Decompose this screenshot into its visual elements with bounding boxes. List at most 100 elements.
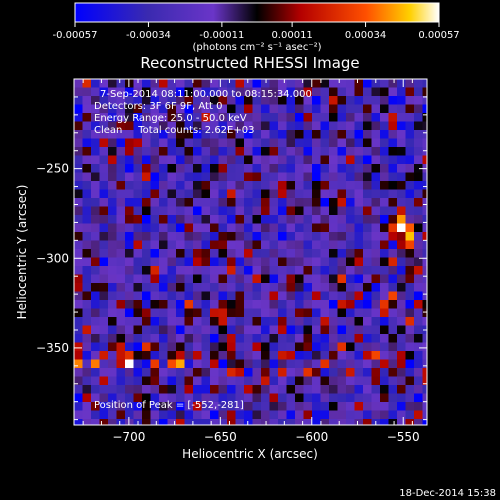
heatmap-cell	[380, 79, 390, 89]
heatmap-cell	[278, 189, 288, 199]
heatmap-cell	[295, 155, 305, 165]
heatmap-cell	[167, 402, 177, 412]
heatmap-cell	[312, 393, 322, 403]
heatmap-cell	[125, 300, 135, 310]
heatmap-cell	[303, 351, 313, 361]
heatmap-cell	[380, 308, 390, 318]
heatmap-cell	[91, 96, 101, 106]
heatmap-cell	[354, 317, 364, 327]
heatmap-cell	[150, 147, 160, 157]
heatmap-cell	[278, 181, 288, 191]
heatmap-cell	[74, 232, 84, 242]
heatmap-cell	[414, 419, 424, 425]
heatmap-cell	[337, 317, 347, 327]
heatmap-cell	[159, 393, 169, 403]
heatmap-cell	[218, 274, 228, 284]
heatmap-cell	[150, 257, 160, 267]
heatmap-cell	[312, 104, 322, 114]
heatmap-cell	[363, 419, 373, 425]
heatmap-cell	[337, 223, 347, 233]
heatmap-cell	[142, 215, 152, 225]
heatmap-cell	[159, 189, 169, 199]
heatmap-cell	[320, 393, 330, 403]
heatmap-cell	[167, 232, 177, 242]
heatmap-cell	[167, 291, 177, 301]
heatmap-cell	[320, 342, 330, 352]
heatmap-cell	[303, 164, 313, 174]
heatmap-cell	[278, 96, 288, 106]
heatmap-cell	[354, 147, 364, 157]
heatmap-cell	[99, 104, 109, 114]
heatmap-cell	[295, 317, 305, 327]
heatmap-cell	[363, 223, 373, 233]
heatmap-cell	[116, 206, 126, 216]
heatmap-cell	[244, 385, 254, 395]
heatmap-cell	[74, 385, 84, 395]
heatmap-cell	[295, 308, 305, 318]
heatmap-cell	[218, 266, 228, 276]
heatmap-cell	[82, 283, 92, 293]
heatmap-cell	[405, 121, 415, 131]
heatmap-cell	[176, 385, 186, 395]
heatmap-cell	[108, 172, 118, 182]
heatmap-cell	[286, 308, 296, 318]
heatmap-cell	[108, 300, 118, 310]
heatmap-cell	[82, 172, 92, 182]
heatmap-cell	[303, 147, 313, 157]
heatmap-cell	[150, 240, 160, 250]
heatmap-cell	[303, 283, 313, 293]
heatmap-cell	[99, 249, 109, 259]
heatmap-cell	[286, 402, 296, 412]
heatmap-cell	[142, 155, 152, 165]
heatmap-cell	[312, 240, 322, 250]
heatmap-cell	[91, 164, 101, 174]
heatmap-cell	[244, 325, 254, 335]
heatmap-cell	[218, 130, 228, 140]
x-tick-label: −650	[204, 430, 237, 444]
heatmap-cell	[176, 155, 186, 165]
heatmap-cell	[74, 96, 84, 106]
heatmap-cell	[252, 368, 262, 378]
heatmap-cell	[99, 359, 109, 369]
heatmap-cell	[159, 223, 169, 233]
heatmap-cell	[422, 351, 427, 361]
heatmap-cell	[133, 291, 143, 301]
heatmap-cell	[125, 342, 135, 352]
heatmap-cell	[133, 368, 143, 378]
heatmap-cell	[405, 79, 415, 89]
heatmap-cell	[193, 113, 203, 123]
heatmap-cell	[354, 325, 364, 335]
heatmap-cell	[125, 402, 135, 412]
heatmap-cell	[337, 240, 347, 250]
heatmap-cell	[193, 291, 203, 301]
heatmap-cell	[380, 215, 390, 225]
heatmap-cell	[82, 325, 92, 335]
heatmap-cell	[244, 223, 254, 233]
heatmap-cell	[405, 291, 415, 301]
heatmap-cell	[108, 393, 118, 403]
heatmap-cell	[167, 147, 177, 157]
heatmap-cell	[397, 266, 407, 276]
heatmap-cell	[193, 249, 203, 259]
heatmap-cell	[125, 130, 135, 140]
heatmap-cell	[74, 419, 84, 425]
heatmap-cell	[91, 113, 101, 123]
heatmap-cell	[295, 164, 305, 174]
heatmap-cell	[286, 257, 296, 267]
heatmap-cell	[82, 334, 92, 344]
heatmap-cell	[176, 308, 186, 318]
heatmap-cell	[337, 181, 347, 191]
heatmap-cell	[91, 121, 101, 131]
heatmap-cell	[201, 317, 211, 327]
heatmap-cell	[329, 113, 339, 123]
heatmap-cell	[125, 257, 135, 267]
heatmap-cell	[388, 257, 398, 267]
heatmap-cell	[388, 342, 398, 352]
heatmap-cell	[108, 342, 118, 352]
heatmap-cell	[320, 189, 330, 199]
heatmap-cell	[201, 393, 211, 403]
heatmap-cell	[380, 410, 390, 420]
heatmap-cell	[363, 308, 373, 318]
annotation-detectors: Detectors: 3F 6F 9F, Att 0	[94, 101, 222, 112]
heatmap-cell	[397, 121, 407, 131]
